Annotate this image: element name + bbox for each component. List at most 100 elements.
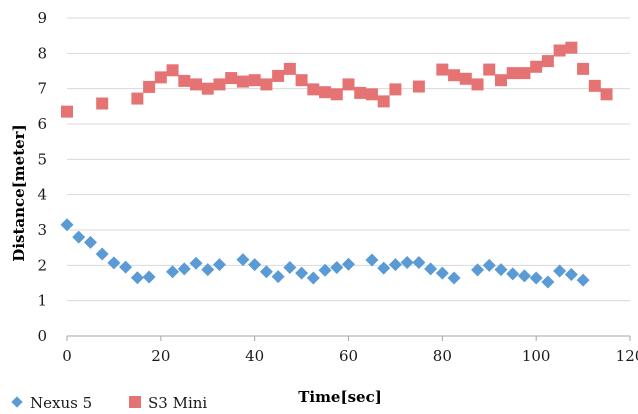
data-point-s3mini	[131, 92, 144, 105]
data-point-nexus5	[447, 271, 461, 285]
x-tick-label: 120	[616, 347, 638, 365]
data-point-s3mini	[307, 83, 320, 96]
data-point-nexus5	[142, 270, 156, 284]
data-point-s3mini	[166, 64, 179, 77]
y-tick-label: 5	[37, 150, 47, 168]
data-point-nexus5	[388, 258, 402, 272]
x-tick-label: 60	[339, 347, 358, 365]
y-axis-ticks: 0 1 2 3 4 5 6 7 8 9	[37, 9, 47, 345]
data-point-s3mini	[471, 78, 484, 91]
data-point-nexus5	[412, 256, 426, 270]
y-tick-label: 3	[37, 221, 47, 239]
gridlines	[67, 17, 630, 302]
data-point-s3mini	[483, 63, 496, 76]
x-axis-ticks: 0 20 40 60 80 100 120	[62, 336, 638, 365]
data-point-nexus5	[318, 263, 332, 277]
x-tick-label: 80	[433, 347, 452, 365]
data-point-s3mini	[354, 86, 367, 99]
y-tick-label: 0	[37, 327, 47, 345]
legend: Nexus 5 S3 Mini	[11, 394, 207, 412]
legend-item-s3mini: S3 Mini	[129, 394, 207, 412]
data-point-nexus5	[564, 268, 578, 282]
data-point-s3mini	[530, 60, 543, 73]
data-point-s3mini	[577, 62, 590, 75]
x-tick-label: 20	[151, 347, 170, 365]
data-point-s3mini	[600, 88, 613, 101]
data-point-nexus5	[107, 256, 121, 270]
data-point-s3mini	[389, 83, 402, 96]
data-point-nexus5	[529, 271, 543, 285]
data-point-nexus5	[576, 273, 590, 287]
data-point-s3mini	[96, 97, 109, 110]
y-tick-label: 6	[37, 115, 47, 133]
data-point-s3mini	[448, 69, 461, 82]
legend-label-s3mini: S3 Mini	[148, 394, 207, 412]
data-point-s3mini	[283, 62, 296, 75]
y-tick-label: 2	[37, 256, 47, 274]
data-point-nexus5	[166, 265, 180, 279]
data-point-nexus5	[400, 256, 414, 270]
data-point-nexus5	[517, 269, 531, 283]
data-point-nexus5	[259, 265, 273, 279]
data-point-s3mini	[365, 88, 378, 101]
data-point-s3mini	[61, 105, 73, 118]
legend-label-nexus5: Nexus 5	[30, 394, 92, 412]
data-point-s3mini	[553, 44, 566, 57]
y-axis-title: Distance[meter]	[10, 124, 28, 261]
legend-item-nexus5: Nexus 5	[11, 394, 92, 412]
y-tick-label: 8	[37, 44, 47, 62]
data-point-nexus5	[330, 260, 344, 274]
data-point-nexus5	[177, 262, 191, 276]
data-point-nexus5	[553, 264, 567, 278]
data-point-nexus5	[541, 275, 555, 289]
x-tick-label: 40	[245, 347, 264, 365]
data-point-s3mini	[225, 72, 238, 85]
data-point-nexus5	[424, 262, 438, 276]
data-point-nexus5	[506, 267, 520, 281]
x-tick-label: 100	[522, 347, 551, 365]
data-point-s3mini	[213, 78, 226, 91]
data-point-nexus5	[377, 261, 391, 275]
data-point-s3mini	[190, 78, 203, 91]
y-tick-label: 1	[37, 292, 47, 310]
data-point-s3mini	[541, 55, 554, 68]
data-point-nexus5	[119, 260, 133, 274]
data-point-s3mini	[377, 95, 390, 108]
y-tick-label: 7	[37, 80, 47, 98]
data-point-nexus5	[212, 258, 226, 272]
data-point-nexus5	[271, 270, 285, 284]
y-tick-label: 9	[37, 9, 47, 27]
data-point-s3mini	[588, 79, 601, 92]
x-axis-title: Time[sec]	[298, 388, 382, 406]
data-point-nexus5	[342, 257, 355, 271]
data-point-s3mini	[319, 86, 332, 99]
data-point-s3mini	[565, 41, 578, 54]
data-point-s3mini	[143, 80, 156, 93]
data-point-s3mini	[295, 74, 308, 87]
data-point-nexus5	[494, 263, 508, 277]
data-point-s3mini	[236, 75, 249, 88]
data-point-nexus5	[295, 266, 309, 280]
data-point-nexus5	[482, 258, 496, 272]
data-point-nexus5	[248, 258, 262, 272]
data-point-nexus5	[189, 256, 203, 270]
x-tick-label: 0	[62, 347, 72, 365]
data-point-nexus5	[83, 235, 97, 249]
data-point-s3mini	[330, 88, 343, 101]
data-point-nexus5	[60, 218, 74, 232]
data-point-s3mini	[518, 67, 531, 80]
data-point-s3mini	[342, 78, 355, 91]
data-point-nexus5	[130, 271, 144, 285]
data-point-s3mini	[494, 74, 507, 87]
data-point-nexus5	[283, 260, 297, 274]
data-point-s3mini	[260, 78, 273, 91]
legend-square-marker	[129, 396, 141, 408]
data-point-s3mini	[201, 82, 214, 95]
data-point-s3mini	[506, 67, 519, 80]
data-point-s3mini	[272, 69, 285, 82]
data-point-s3mini	[154, 71, 167, 84]
legend-diamond-marker	[11, 396, 23, 408]
data-point-s3mini	[248, 74, 261, 87]
data-point-nexus5	[306, 271, 320, 285]
